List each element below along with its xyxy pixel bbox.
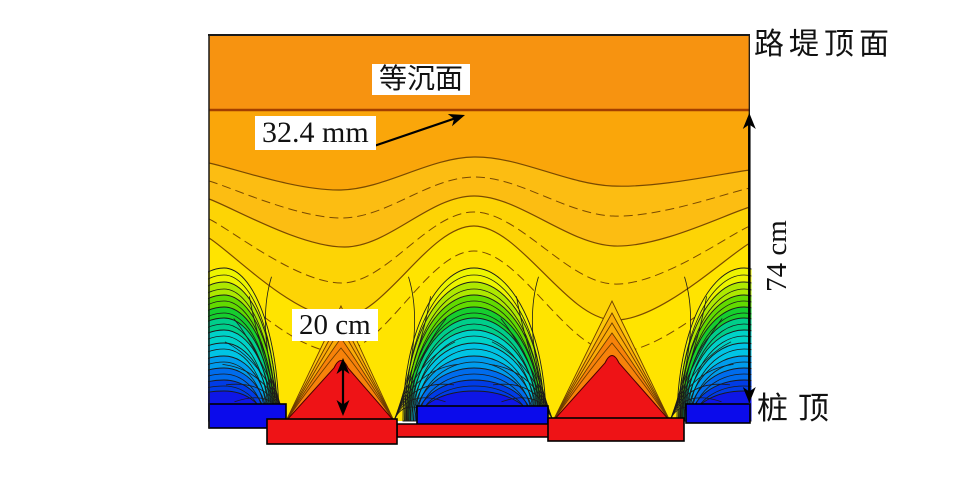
embankment-height-label: 74 cm — [760, 215, 794, 297]
soil-between-piles — [208, 403, 751, 429]
equal-settlement-plane-label: 等沉面 — [372, 64, 471, 96]
pile-cone-right — [551, 299, 672, 422]
contour-field — [208, 35, 752, 445]
soil-basin-left — [208, 267, 280, 422]
esp-leader-line — [373, 115, 460, 148]
settlement-value-label: 32.4 mm — [255, 116, 376, 150]
annotation-arrows — [336, 113, 756, 416]
embankment-top-label: 路堤顶面 — [754, 28, 894, 61]
pile-caps — [266, 417, 685, 445]
cone-height-label: 20 cm — [292, 309, 378, 342]
pile-cone-left — [284, 304, 396, 422]
pile-top-label: 桩顶 — [757, 391, 839, 426]
